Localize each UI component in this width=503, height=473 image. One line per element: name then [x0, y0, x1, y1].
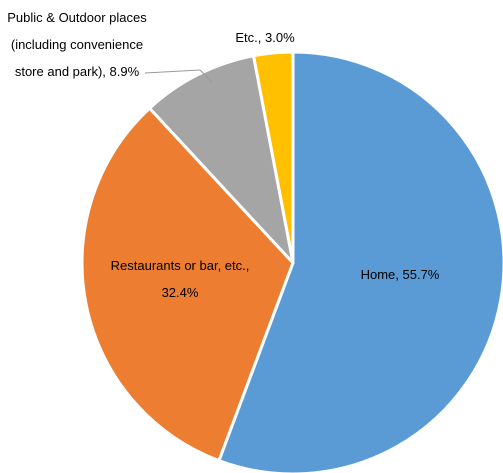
data-label: Public & Outdoor places (including conve… — [7, 10, 147, 79]
data-label: Etc., 3.0% — [235, 30, 295, 45]
pie-slice — [147, 53, 296, 268]
pie-slice — [80, 106, 295, 463]
data-label: Home, 55.7% — [360, 267, 440, 282]
pie-slice — [217, 50, 503, 473]
data-label: Restaurants or bar, etc., 32.4% — [110, 258, 250, 300]
leader-line — [199, 69, 213, 83]
leader-line — [144, 69, 201, 74]
